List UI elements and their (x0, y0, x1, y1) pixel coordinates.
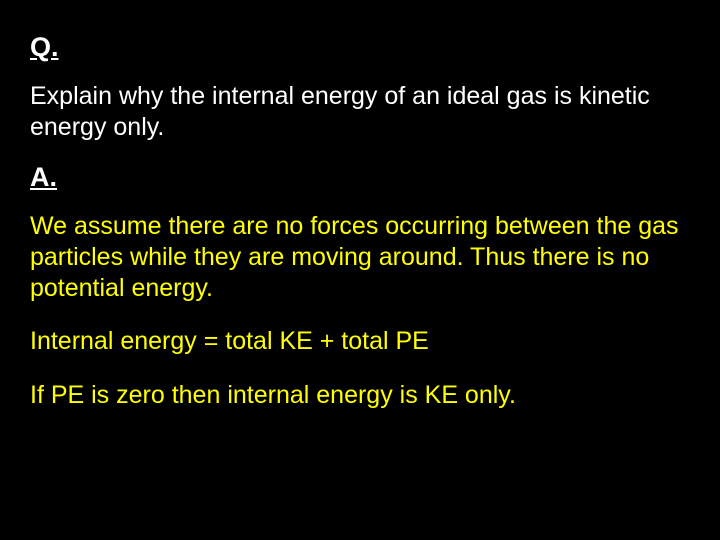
answer-label: A. (30, 162, 690, 193)
question-label: Q. (30, 32, 690, 63)
answer-paragraph: We assume there are no forces occurring … (30, 211, 690, 305)
question-text: Explain why the internal energy of an id… (30, 81, 690, 144)
answer-paragraph: If PE is zero then internal energy is KE… (30, 380, 690, 411)
answer-paragraph: Internal energy = total KE + total PE (30, 326, 690, 357)
